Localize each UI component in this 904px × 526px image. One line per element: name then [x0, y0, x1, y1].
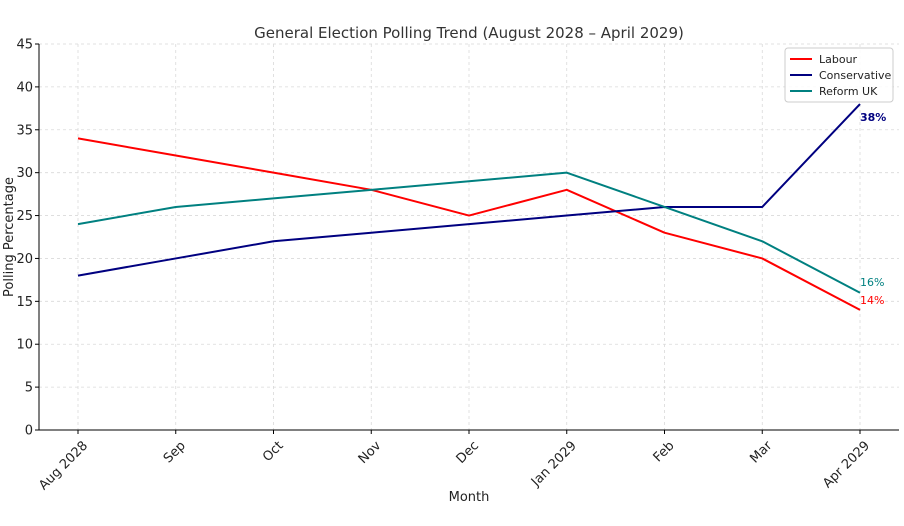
legend-entry: Reform UK	[819, 85, 878, 98]
x-tick-label: Feb	[651, 438, 678, 465]
legend-entry: Labour	[819, 53, 858, 66]
y-tick-label: 0	[25, 424, 33, 439]
x-tick-label: Nov	[356, 438, 385, 467]
legend-entry: Conservative	[819, 69, 892, 82]
y-tick-label: 5	[25, 381, 33, 396]
y-tick-label: 25	[16, 209, 33, 224]
y-axis-label: Polling Percentage	[2, 177, 17, 297]
axes-layer: 0 5 10 15 20 25 30 35 40 45 Aug 2028 Sep Oct Nov Dec Ja…	[16, 38, 899, 494]
end-data-label: 16%	[860, 276, 884, 289]
x-tick-label: Oct	[260, 438, 287, 465]
grid-layer	[39, 44, 899, 430]
chart-legend: Labour Conservative Reform UK	[785, 48, 893, 102]
y-tick-label: 10	[16, 338, 33, 353]
y-tick-label: 30	[16, 166, 33, 181]
y-tick-label: 40	[16, 80, 33, 95]
x-tick-label: Apr 2029	[820, 438, 873, 491]
x-tick-label: Mar	[747, 438, 775, 466]
end-data-label: 14%	[860, 294, 884, 307]
x-axis-label: Month	[449, 490, 490, 505]
y-tick-label: 20	[16, 252, 33, 267]
x-tick-label: Sep	[161, 438, 189, 466]
x-tick-label: Aug 2028	[36, 438, 91, 493]
y-tick-label: 45	[16, 38, 33, 53]
y-tick-label: 15	[16, 295, 33, 310]
chart-title: General Election Polling Trend (August 2…	[254, 24, 684, 42]
y-tick-label: 35	[16, 123, 33, 138]
end-data-label: 38%	[860, 111, 886, 124]
x-tick-label: Dec	[454, 438, 482, 466]
labels-layer: 14% 38% 16%	[860, 111, 886, 307]
x-tick-label: Jan 2029	[528, 438, 580, 490]
